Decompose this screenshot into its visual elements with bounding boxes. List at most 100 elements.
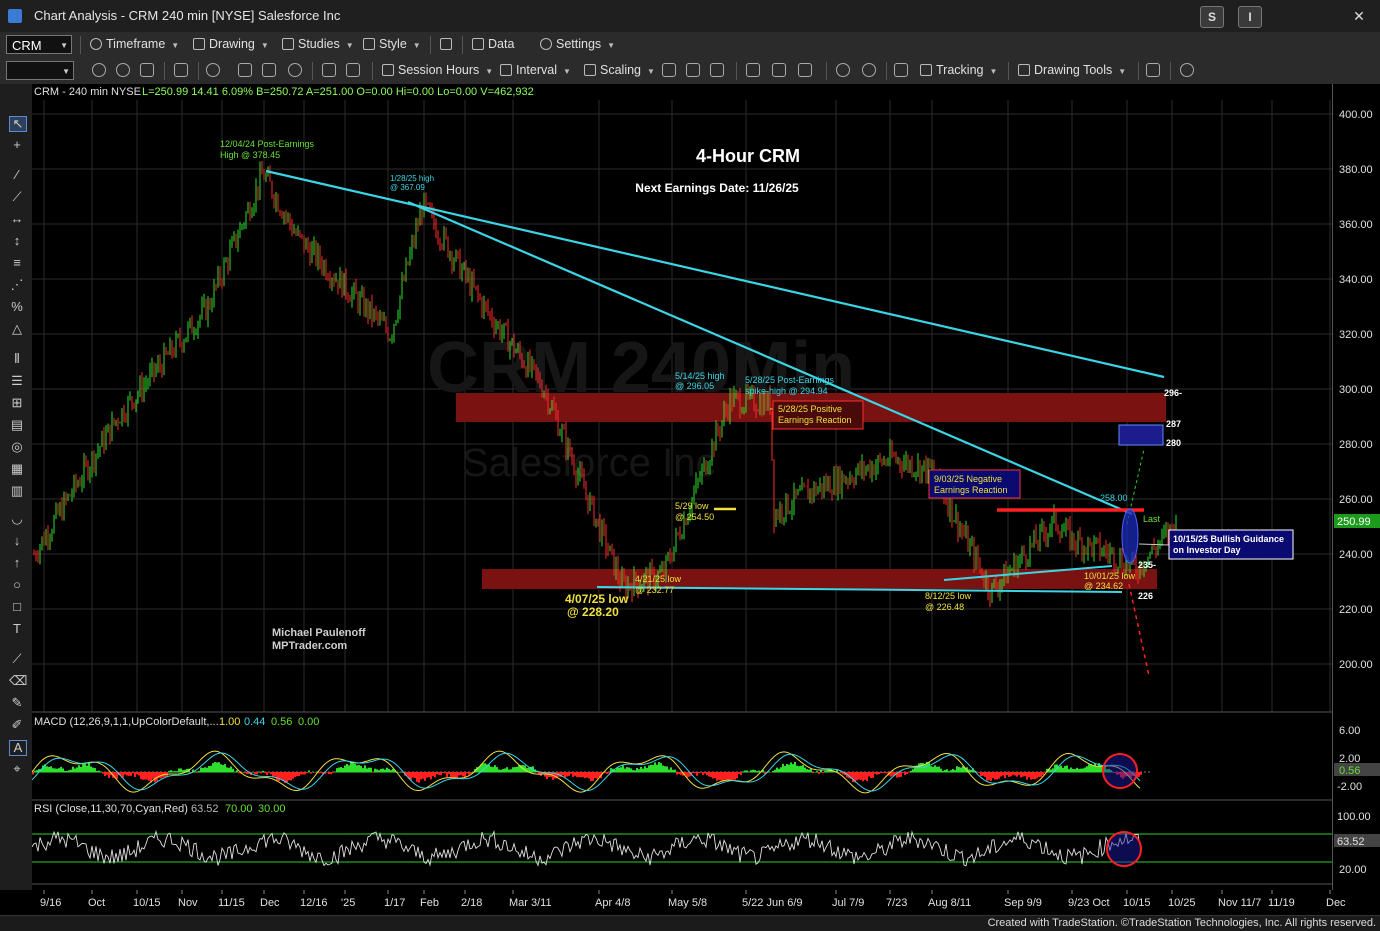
vertical-line-icon[interactable]: ↕ [13, 233, 21, 248]
channel-icon[interactable]: ≡ [13, 255, 21, 270]
tracking-menu[interactable]: Tracking ▼ [920, 63, 997, 77]
macd-bar [528, 767, 530, 773]
macd-bar [922, 763, 924, 773]
compress-icon[interactable] [710, 63, 724, 77]
data-menu[interactable]: Data [472, 37, 514, 51]
text-label-icon[interactable]: A [9, 740, 27, 756]
arrow-up-icon[interactable]: ↑ [13, 555, 21, 570]
regression-icon[interactable]: ⋰ [10, 277, 24, 292]
macd-bar [1068, 769, 1070, 773]
macd-bar [64, 770, 66, 773]
macd-bar [292, 772, 294, 779]
speed-lines-icon[interactable]: ◎ [11, 439, 23, 454]
chart-area[interactable]: CRM 240Min Salesforce Inc CRM - 240 min … [32, 84, 1332, 890]
ellipse-icon[interactable]: ○ [13, 577, 21, 592]
interval-input[interactable]: ▼ [6, 61, 74, 80]
macd-bar [646, 767, 648, 773]
drawing-menu[interactable]: Drawing ▼ [193, 37, 269, 51]
arrow-down-icon[interactable]: ↓ [13, 533, 21, 548]
annotation-dec-high-2: High @ 378.45 [220, 150, 280, 160]
price-axis[interactable]: 400.00 380.00 360.00 340.00 320.00 300.00 280.… [1332, 84, 1380, 890]
macd-bar [380, 768, 382, 773]
macd-bar [268, 772, 270, 773]
ray-icon[interactable]: ⟋ [12, 189, 22, 204]
macd-bar [798, 766, 800, 773]
macd-tick-2: 2.00 [1339, 753, 1360, 765]
export-icon[interactable] [1146, 63, 1160, 77]
layout-button[interactable] [440, 37, 456, 51]
style-menu[interactable]: Style ▼ [363, 37, 421, 51]
horizontal-line-icon[interactable]: ↔ [10, 211, 24, 226]
macd-bar [1130, 772, 1132, 778]
macd-bar [1034, 772, 1036, 780]
link-icon[interactable] [288, 63, 302, 77]
zoom-data-icon[interactable] [174, 63, 188, 77]
drawing-tools-menu[interactable]: Drawing Tools ▼ [1018, 63, 1126, 77]
measure-icon[interactable]: ✐ [11, 717, 23, 732]
cloud-icon[interactable] [1180, 63, 1194, 77]
scaling-menu[interactable]: Scaling ▼ [584, 63, 655, 77]
chevron-down-icon[interactable]: ▼ [62, 67, 70, 76]
highlighter-icon[interactable]: ✎ [11, 695, 23, 710]
triangle-icon[interactable]: △ [12, 321, 22, 336]
text-icon[interactable]: T [13, 621, 21, 636]
interval-menu[interactable]: Interval ▼ [500, 63, 571, 77]
percent-icon[interactable]: % [11, 299, 23, 314]
bar-spacing-icon[interactable] [662, 63, 676, 77]
macd-bar [622, 765, 624, 773]
calendar-icon[interactable] [140, 63, 154, 77]
scroll-left-icon[interactable] [772, 63, 786, 77]
gann-icon[interactable]: ▤ [10, 417, 24, 432]
macd-bar [326, 772, 328, 773]
macd-bar [104, 772, 106, 777]
drawing-sidebar: ↖ + ⁄ ⟋ ↔ ↕ ≡ ⋰ % △ ⦀ ☰ ⊞ ▤ ◎ ▦ ▥ ◡ ↓ ↑ … [0, 84, 33, 890]
andrews-icon[interactable]: ▥ [10, 483, 24, 498]
trendline-icon[interactable]: ⁄ [15, 167, 19, 182]
macd-bar [294, 772, 296, 777]
watermark-company: Salesforce Inc [462, 441, 715, 485]
chart-icon[interactable] [346, 63, 360, 77]
macd-bar [282, 772, 284, 782]
scroll-right-icon[interactable] [798, 63, 812, 77]
pen-icon [1018, 64, 1030, 76]
zoom-in-icon[interactable] [836, 63, 850, 77]
image-icon[interactable] [238, 63, 252, 77]
bar-width-icon[interactable] [686, 63, 700, 77]
studies-menu[interactable]: Studies ▼ [282, 37, 354, 51]
macd-bar [728, 772, 730, 781]
pitchfork-icon[interactable]: ▦ [10, 461, 24, 476]
s-button[interactable]: S [1200, 6, 1224, 28]
target-icon[interactable] [206, 63, 220, 77]
grid-icon[interactable] [894, 63, 908, 77]
zoom-out-icon[interactable] [862, 63, 876, 77]
eraser-icon[interactable]: ⌫ [9, 673, 28, 688]
fib-extension-icon[interactable]: ⊞ [11, 395, 23, 410]
lock-icon[interactable] [322, 63, 336, 77]
close-icon[interactable]: ✕ [1353, 8, 1365, 24]
session-hours-menu[interactable]: Session Hours ▼ [382, 63, 493, 77]
macd-bar [314, 772, 316, 773]
fibonacci-icon[interactable]: ☰ [11, 373, 23, 388]
arc-icon[interactable]: ◡ [11, 511, 23, 526]
pointer-icon[interactable]: ↖ [9, 116, 27, 132]
object-icon[interactable]: ⌖ [13, 761, 21, 776]
settings-menu[interactable]: Settings ▼ [540, 37, 615, 51]
expand-icon[interactable] [746, 63, 760, 77]
annotation-last: Last [1143, 514, 1161, 524]
camera-icon[interactable] [262, 63, 276, 77]
rectangle-icon[interactable]: □ [13, 599, 21, 614]
i-button[interactable]: I [1238, 6, 1262, 28]
macd-bar [924, 764, 926, 773]
macd-bar [574, 772, 576, 776]
sync-icon[interactable] [116, 63, 130, 77]
crosshair-icon[interactable]: + [13, 137, 21, 152]
macd-bar [108, 772, 110, 778]
timeframe-menu[interactable]: Timeframe ▼ [90, 37, 179, 51]
line-draw-icon[interactable]: ⟋ [12, 651, 22, 666]
macd-bar [1086, 766, 1088, 773]
symbol-input[interactable]: CRM ▼ [6, 35, 72, 54]
bars-icon[interactable]: ⦀ [14, 351, 20, 366]
chevron-down-icon[interactable]: ▼ [60, 41, 68, 50]
next-earnings-text: Next Earnings Date: 11/26/25 [635, 181, 799, 195]
refresh-icon[interactable] [92, 63, 106, 77]
